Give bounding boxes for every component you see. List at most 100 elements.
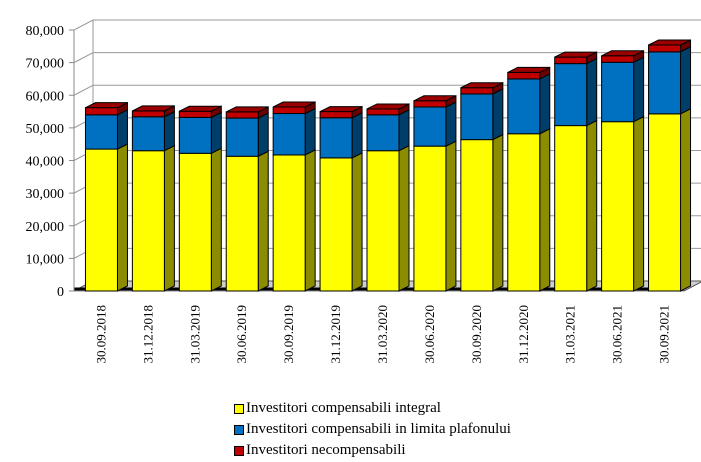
bar-side-face xyxy=(680,108,692,292)
bar-front-face xyxy=(507,71,541,80)
bar-segment xyxy=(413,140,457,292)
bar-top-face xyxy=(132,105,175,112)
bar-side-face xyxy=(257,150,269,292)
bar-segment xyxy=(178,147,222,292)
bar-segment xyxy=(413,101,457,147)
x-tick-label: 31.12.2018 xyxy=(140,305,155,364)
x-tick-label: 31.12.2019 xyxy=(328,305,343,364)
bar-segment xyxy=(366,144,410,292)
bar-front-face xyxy=(460,87,494,95)
bar-side-face xyxy=(633,56,645,123)
bar-side-face xyxy=(116,143,128,292)
bar-segment xyxy=(131,144,175,292)
bar-segment xyxy=(507,66,551,80)
bar-front-face xyxy=(648,44,682,53)
x-tick-label: 30.06.2019 xyxy=(234,305,249,364)
bar-segment xyxy=(319,105,363,119)
bar-side-face xyxy=(539,73,551,135)
legend-swatch-necompensabili xyxy=(234,445,244,456)
bar-front-face xyxy=(272,106,306,115)
bar-segment xyxy=(554,119,598,292)
bar-front-face xyxy=(319,117,353,159)
bar-segment xyxy=(131,105,175,118)
bar-segment xyxy=(413,94,457,108)
bar-front-face xyxy=(413,100,447,108)
x-tick-label: 30.09.2018 xyxy=(93,305,108,364)
bar-front-face xyxy=(460,93,494,141)
bar-front-face xyxy=(648,113,682,292)
bar-segment xyxy=(648,46,692,115)
bar-segment xyxy=(225,150,269,292)
bar-side-face xyxy=(445,140,457,292)
bar-front-face xyxy=(366,150,400,292)
bar-segment xyxy=(554,57,598,127)
y-tick-label: 50,000 xyxy=(26,122,65,137)
bar-side-face xyxy=(586,57,598,127)
bar-front-face xyxy=(319,111,353,119)
bar-top-face xyxy=(85,102,128,109)
bar-front-face xyxy=(225,111,259,119)
bar-side-face xyxy=(257,112,269,158)
bar-segment xyxy=(319,152,363,292)
x-tick-label: 31.03.2019 xyxy=(187,305,202,364)
legend-item-plafon: Investitori compensabili in limita plafo… xyxy=(234,419,511,440)
bar-side-face xyxy=(492,133,504,292)
bar-segment xyxy=(272,101,316,115)
x-tick-label: 30.09.2020 xyxy=(469,305,484,364)
bar-side-face xyxy=(163,144,175,292)
bar-segment xyxy=(601,115,645,292)
legend-swatch-plafon xyxy=(234,424,244,435)
bar-segment xyxy=(601,56,645,123)
x-tick-label: 31.12.2020 xyxy=(516,305,531,364)
bar-top-face xyxy=(319,106,363,113)
bar-side-face xyxy=(304,149,316,292)
bar-segment xyxy=(366,109,410,152)
bar-top-face xyxy=(648,39,691,46)
bar-front-face xyxy=(413,145,447,292)
y-tick-label: 70,000 xyxy=(26,57,65,72)
x-tick-label: 31.03.2021 xyxy=(563,305,578,364)
x-tick-label: 30.06.2020 xyxy=(422,305,437,364)
bar-segment xyxy=(648,39,692,53)
y-tick-label: 60,000 xyxy=(26,89,65,104)
x-tick-label: 30.06.2021 xyxy=(610,305,625,364)
bar-front-face xyxy=(601,61,635,123)
bar-front-face xyxy=(554,56,588,65)
bar-side-face xyxy=(586,119,598,292)
bar-segment xyxy=(554,51,598,65)
bar-front-face xyxy=(507,78,541,135)
bar-front-face xyxy=(84,107,118,116)
bar-top-face xyxy=(226,106,269,113)
bar-side-face xyxy=(304,107,316,156)
legend-item-necompensabili: Investitori necompensabili xyxy=(234,440,511,461)
bar-front-face xyxy=(84,148,118,292)
bar-front-face xyxy=(131,116,165,152)
bar-side-face xyxy=(445,101,457,147)
y-tick-label: 0 xyxy=(57,285,64,300)
bar-front-face xyxy=(554,125,588,292)
bar-segment xyxy=(178,105,222,119)
bar-top-face xyxy=(366,103,410,110)
x-tick-label: 30.09.2019 xyxy=(281,305,296,364)
bar-segment xyxy=(366,103,410,116)
legend-item-integral: Investitori compensabili integral xyxy=(234,398,511,419)
bar-front-face xyxy=(601,121,635,292)
bar-top-face xyxy=(413,95,457,102)
bar-side-face xyxy=(680,46,692,115)
bar-front-face xyxy=(366,114,400,152)
bar-front-face xyxy=(413,106,447,147)
bar-segment xyxy=(460,133,504,292)
y-tick-labels: 0 10,000 20,000 30,000 40,000 50,000 60,000 70,… xyxy=(26,24,65,300)
bar-front-face xyxy=(131,150,165,292)
y-tick-label: 10,000 xyxy=(26,252,65,267)
x-tick-label: 30.09.2021 xyxy=(657,305,672,364)
bar-top-face xyxy=(554,51,597,58)
bar-front-face xyxy=(601,55,635,63)
bar-segment xyxy=(225,106,269,119)
bar-front-face xyxy=(507,133,541,292)
bar-segment xyxy=(84,143,128,292)
bar-segment xyxy=(225,112,269,158)
bar-top-face xyxy=(460,82,504,89)
bar-front-face xyxy=(319,157,353,292)
